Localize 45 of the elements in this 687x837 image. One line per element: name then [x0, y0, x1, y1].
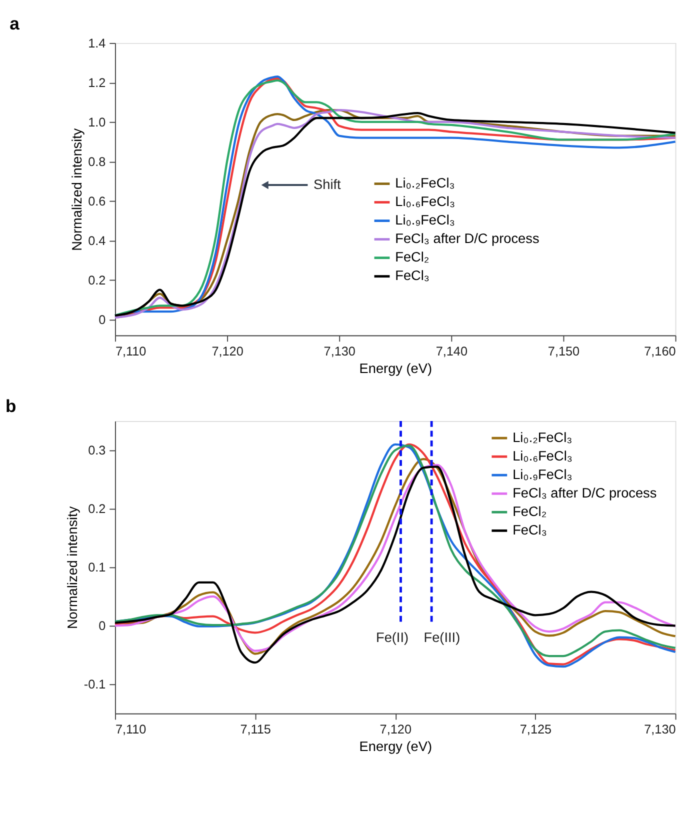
y-tick-label: 0.6 [88, 194, 106, 208]
legend-label: FeCl₂ [512, 504, 547, 520]
x-tick-label: 7,140 [436, 344, 468, 358]
legend-label: Li₀.₂FeCl₃ [512, 430, 572, 445]
chart-title: b [5, 396, 16, 416]
legend-label: Li₀.₉FeCl₃ [512, 467, 572, 482]
x-tick-label: 7,130 [644, 722, 676, 736]
x-tick-label: 7,160 [644, 344, 676, 358]
y-tick-label: 0.1 [88, 560, 106, 575]
chart-title: a [10, 13, 20, 34]
y-tick-label: 0.2 [88, 502, 106, 516]
y-tick-label: 0.8 [88, 154, 106, 169]
legend-label: FeCl₃ [395, 268, 430, 284]
x-axis-title: Energy (eV) [359, 738, 432, 754]
y-tick-label: 0.4 [88, 234, 106, 248]
legend-label: FeCl₃ [512, 522, 547, 538]
y-tick-label: 0.2 [88, 273, 106, 288]
x-tick-label: 7,125 [520, 722, 552, 736]
ref-line-label: Fe(II) [376, 630, 409, 646]
x-tick-label: 7,130 [324, 344, 356, 358]
x-tick-label: 7,150 [548, 344, 580, 358]
y-tick-label: -0.1 [84, 678, 106, 692]
legend-label: Li₀.₉FeCl₃ [395, 212, 455, 228]
legend-label: Li₀.₆FeCl₃ [512, 448, 572, 464]
x-axis-title: Energy (eV) [359, 360, 432, 376]
x-tick-label: 7,110 [115, 722, 146, 736]
annotation: Shift [314, 176, 342, 192]
x-tick-label: 7,110 [115, 344, 146, 358]
x-tick-label: 7,115 [240, 722, 271, 736]
y-tick-label: 1.0 [88, 115, 106, 130]
legend-label: FeCl₃ after D/C process [395, 231, 540, 246]
x-tick-label: 7,120 [212, 344, 244, 358]
legend-label: FeCl₃ after D/C process [512, 486, 657, 501]
x-tick-label: 7,120 [380, 722, 412, 736]
legend-label: Li₀.₆FeCl₃ [395, 194, 456, 210]
legend-label: Li₀.₂FeCl₃ [395, 176, 455, 191]
legend-label: FeCl₂ [395, 250, 430, 265]
y-tick-label: 0 [98, 619, 106, 634]
ref-line-label: Fe(III) [424, 630, 460, 646]
y-axis-title: Normalized intensity [65, 506, 80, 630]
y-tick-label: 0.3 [88, 444, 106, 458]
y-axis-title: Normalized intensity [69, 128, 84, 251]
y-tick-label: 1.2 [88, 76, 106, 90]
y-tick-label: 1.4 [88, 36, 106, 50]
y-tick-label: 0 [98, 312, 106, 327]
